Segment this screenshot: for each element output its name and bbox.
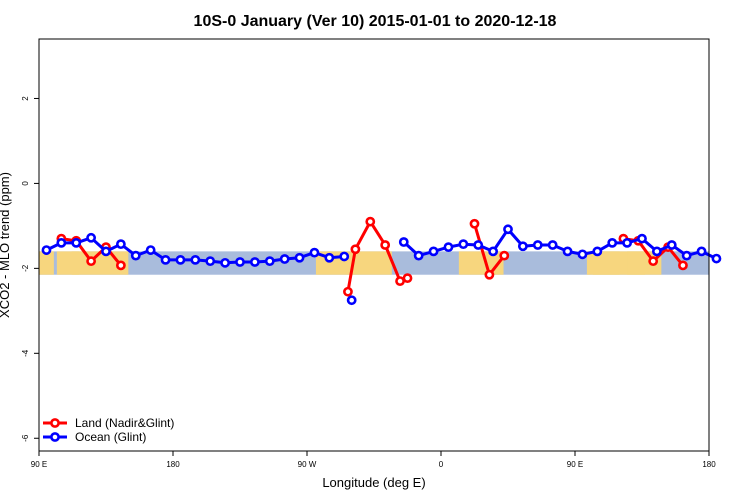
ocean-data-point xyxy=(160,254,171,265)
land-data-point xyxy=(115,260,126,271)
ocean-data-point xyxy=(517,241,528,252)
ocean-data-point xyxy=(696,246,707,257)
x-tick-label: 90 E xyxy=(31,460,47,469)
x-tick-label: 90 E xyxy=(567,460,583,469)
ocean-data-point xyxy=(101,246,111,257)
ocean-data-point xyxy=(488,246,499,257)
ocean-data-point xyxy=(413,250,424,261)
land-data-point xyxy=(343,286,353,297)
ocean-data-point xyxy=(622,237,633,248)
x-axis-label: Longitude (deg E) xyxy=(322,475,425,490)
ocean-data-point xyxy=(458,239,469,250)
x-tick-label: 0 xyxy=(439,460,444,469)
ocean-data-point xyxy=(592,246,603,257)
ocean-data-point xyxy=(711,253,722,264)
ocean-data-point xyxy=(577,249,588,260)
ocean-data-point xyxy=(428,246,439,257)
ocean-data-point xyxy=(190,254,201,265)
land-band xyxy=(39,251,54,275)
x-axis: 90 E 180 90 W 0 90 E 180 xyxy=(31,451,716,469)
ocean-data-point xyxy=(235,257,245,267)
ocean-legend-label: Ocean (Glint) xyxy=(75,430,146,444)
y-tick-label: -6 xyxy=(21,434,30,442)
land-data-point xyxy=(469,218,480,229)
y-axis-label: XCO2 - MLO trend (ppm) xyxy=(0,172,12,318)
land-data-point xyxy=(402,273,413,284)
ocean-data-point xyxy=(115,239,126,250)
x-tick-label: 90 W xyxy=(298,460,317,469)
ocean-data-point xyxy=(41,245,52,255)
ocean-data-point xyxy=(324,252,335,263)
ocean-series-line xyxy=(402,227,718,260)
x-tick-label: 180 xyxy=(702,460,716,469)
ocean-data-point xyxy=(279,254,290,264)
ocean-data-point xyxy=(264,256,275,267)
land-data-point xyxy=(395,276,405,287)
land-band xyxy=(627,251,645,275)
ocean-data-point xyxy=(145,245,156,255)
land-data-point xyxy=(380,240,391,250)
ocean-data-point xyxy=(86,232,97,243)
y-axis: -6 -4 -2 0 2 xyxy=(21,96,39,442)
land-ocean-band xyxy=(39,251,709,275)
ocean-data-point xyxy=(56,237,67,248)
ocean-data-point xyxy=(294,252,305,263)
ocean-data-point xyxy=(175,254,186,265)
land-legend-label: Land (Nadir&Glint) xyxy=(75,416,174,430)
ocean-data-point xyxy=(339,251,350,262)
land-legend-marker xyxy=(50,418,60,428)
ocean-data-point xyxy=(398,237,409,247)
land-data-point xyxy=(484,269,495,280)
ocean-data-point xyxy=(607,237,618,248)
plot-frame xyxy=(38,38,710,452)
x-tick-label: 180 xyxy=(166,460,180,469)
ocean-data-point xyxy=(71,237,82,248)
y-tick-label: -2 xyxy=(21,264,30,272)
ocean-data-point xyxy=(666,240,677,250)
ocean-data-point xyxy=(532,240,543,250)
y-tick-label: 0 xyxy=(21,181,30,186)
y-tick-label: 2 xyxy=(21,96,30,101)
land-data-point xyxy=(499,250,510,261)
land-data-point xyxy=(350,244,361,255)
ocean-data-point xyxy=(346,295,357,306)
ocean-data-point xyxy=(637,233,647,244)
ocean-data-point xyxy=(473,240,484,250)
plot-area xyxy=(41,216,722,306)
ocean-data-point xyxy=(130,250,141,261)
ocean-data-point xyxy=(309,247,320,258)
chart-title: 10S-0 January (Ver 10) 2015-01-01 to 202… xyxy=(194,13,557,30)
y-tick-label: -4 xyxy=(21,349,30,357)
land-data-point xyxy=(365,216,376,227)
legend: Land (Nadir&Glint)Ocean (Glint) xyxy=(43,416,174,444)
ocean-legend-marker xyxy=(50,432,60,442)
ocean-data-point xyxy=(249,257,260,267)
ocean-data-point xyxy=(503,224,513,235)
ocean-data-point xyxy=(205,256,216,267)
ocean-data-point xyxy=(562,246,573,257)
ocean-data-point xyxy=(443,242,454,253)
ocean-data-point xyxy=(220,257,231,268)
ocean-data-point xyxy=(681,250,692,261)
land-data-point xyxy=(86,256,97,267)
ocean-data-point xyxy=(547,240,558,250)
land-data-point xyxy=(648,256,659,267)
ocean-data-point xyxy=(651,246,662,257)
land-data-point xyxy=(678,260,688,271)
